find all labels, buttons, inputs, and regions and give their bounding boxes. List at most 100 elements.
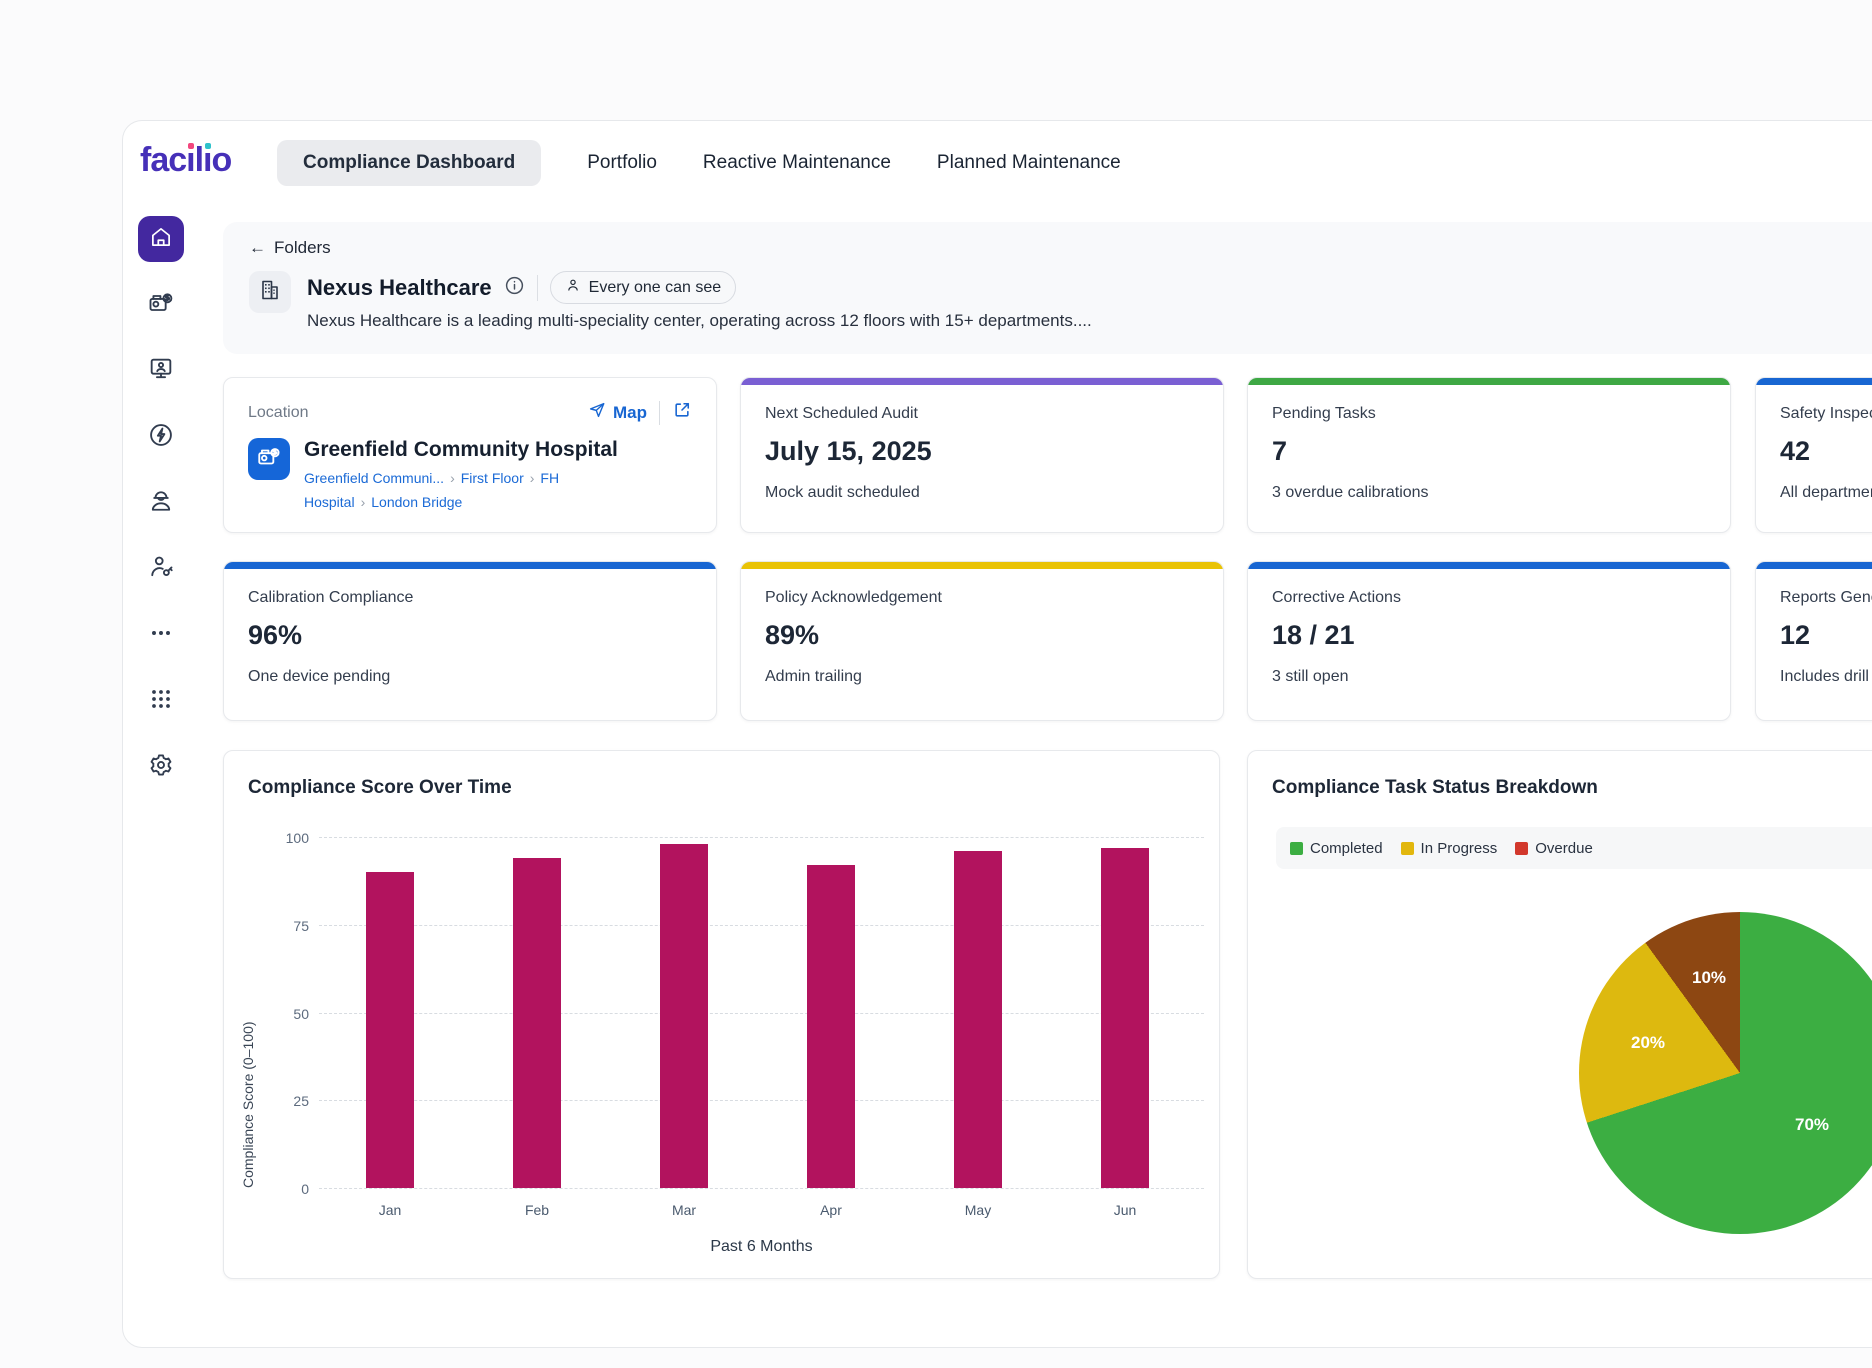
location-card: Location Map Greenfield Community Hospit… bbox=[223, 377, 717, 533]
sidebar-item-kiosk[interactable] bbox=[138, 348, 184, 394]
card-accent bbox=[741, 378, 1223, 385]
map-link[interactable]: Map bbox=[588, 401, 647, 424]
sidebar-item-energy[interactable] bbox=[138, 414, 184, 460]
chevron-right-icon: › bbox=[530, 470, 535, 486]
tab-planned-maintenance[interactable]: Planned Maintenance bbox=[937, 152, 1121, 174]
location-name: Greenfield Community Hospital bbox=[304, 438, 644, 462]
gridline: 100 bbox=[319, 837, 1204, 838]
divider bbox=[659, 401, 660, 425]
card-accent bbox=[1248, 378, 1730, 385]
bar-apr[interactable] bbox=[807, 865, 855, 1188]
stat-label: Pending Tasks bbox=[1272, 405, 1706, 423]
pie-slice-label-in-progress: 20% bbox=[1631, 1033, 1665, 1053]
x-tick: Mar bbox=[644, 1202, 724, 1218]
chart-title: Compliance Task Status Breakdown bbox=[1272, 777, 1598, 799]
kiosk-icon bbox=[147, 355, 175, 388]
stat-card-policy-acknowledgement: Policy Acknowledgement 89% Admin trailin… bbox=[740, 561, 1224, 721]
logo-text-o: o bbox=[212, 141, 232, 179]
stat-subtext: Includes drill reports bbox=[1780, 668, 1872, 686]
card-accent bbox=[224, 562, 716, 569]
stat-card-reports-generated: Reports Generated 12 Includes drill repo… bbox=[1755, 561, 1872, 721]
breadcrumb-item[interactable]: First Floor bbox=[461, 470, 524, 486]
stat-value: 18 / 21 bbox=[1272, 620, 1706, 651]
logo-text-prefix: fac bbox=[140, 141, 186, 179]
legend-swatch-completed bbox=[1290, 842, 1303, 855]
bar-mar[interactable] bbox=[660, 844, 708, 1188]
chart-legend: Completed In Progress Overdue bbox=[1276, 827, 1872, 869]
bar-may[interactable] bbox=[954, 851, 1002, 1188]
x-tick: Apr bbox=[791, 1202, 871, 1218]
back-arrow-icon: ← bbox=[249, 238, 266, 258]
visibility-badge-label: Every one can see bbox=[589, 279, 722, 297]
legend-label: Completed bbox=[1310, 840, 1383, 857]
y-tick: 0 bbox=[261, 1181, 309, 1197]
screen: facılıo Compliance Dashboard Portfolio R… bbox=[0, 0, 1872, 1368]
gridline: 75 bbox=[319, 925, 1204, 926]
stat-value: 42 bbox=[1780, 436, 1872, 467]
map-link-label: Map bbox=[613, 403, 647, 423]
legend-item-in-progress[interactable]: In Progress bbox=[1401, 840, 1498, 857]
x-axis-label: Past 6 Months bbox=[319, 1238, 1204, 1256]
tab-portfolio[interactable]: Portfolio bbox=[587, 152, 657, 174]
more-icon bbox=[147, 619, 175, 652]
sidebar-item-apps[interactable] bbox=[138, 678, 184, 724]
facilio-logo: facılıo bbox=[140, 141, 231, 180]
top-navigation: Compliance Dashboard Portfolio Reactive … bbox=[277, 140, 1121, 186]
stat-card-safety-inspections: Safety Inspections 42 All departments bbox=[1755, 377, 1872, 533]
stat-subtext: Admin trailing bbox=[765, 668, 1199, 686]
logo-i-teal: ı bbox=[203, 141, 211, 179]
stat-card-calibration-compliance: Calibration Compliance 96% One device pe… bbox=[223, 561, 717, 721]
stat-value: 12 bbox=[1780, 620, 1872, 651]
logo-dot-teal bbox=[205, 143, 211, 149]
chevron-right-icon: › bbox=[361, 494, 366, 510]
stat-card-next-audit: Next Scheduled Audit July 15, 2025 Mock … bbox=[740, 377, 1224, 533]
sidebar-item-workforce[interactable] bbox=[138, 480, 184, 526]
bar-jun[interactable] bbox=[1101, 848, 1149, 1188]
asset-finance-icon bbox=[256, 444, 282, 475]
legend-item-completed[interactable]: Completed bbox=[1290, 840, 1383, 857]
energy-icon bbox=[147, 421, 175, 454]
bar-feb[interactable] bbox=[513, 858, 561, 1188]
y-tick: 100 bbox=[261, 830, 309, 846]
back-label: Folders bbox=[274, 238, 331, 258]
building-icon bbox=[258, 278, 282, 307]
apps-grid-icon bbox=[147, 685, 175, 718]
stat-subtext: One device pending bbox=[248, 668, 692, 686]
breadcrumb-item[interactable]: Greenfield Communi... bbox=[304, 470, 444, 486]
back-to-folders[interactable]: ← Folders bbox=[249, 238, 1846, 258]
chevron-right-icon: › bbox=[450, 470, 455, 486]
sidebar-item-more[interactable] bbox=[138, 612, 184, 658]
x-tick: Jun bbox=[1085, 1202, 1165, 1218]
card-accent bbox=[1756, 562, 1872, 569]
sidebar-item-technician[interactable] bbox=[138, 546, 184, 592]
info-icon[interactable] bbox=[504, 275, 525, 301]
task-status-chart-card: Compliance Task Status Breakdown Complet… bbox=[1247, 750, 1872, 1279]
external-link-icon[interactable] bbox=[672, 400, 692, 425]
logo-i-pink: ı bbox=[186, 141, 194, 179]
task-status-pie[interactable]: 70% 20% 10% bbox=[1579, 912, 1872, 1234]
stat-card-corrective-actions: Corrective Actions 18 / 21 3 still open bbox=[1247, 561, 1731, 721]
stat-label: Safety Inspections bbox=[1780, 405, 1872, 423]
pie-slice-label-completed: 70% bbox=[1795, 1115, 1829, 1135]
card-accent bbox=[1756, 378, 1872, 385]
stat-label: Policy Acknowledgement bbox=[765, 589, 1199, 607]
bar-jan[interactable] bbox=[366, 872, 414, 1188]
sidebar-item-settings[interactable] bbox=[138, 744, 184, 790]
person-icon bbox=[565, 277, 581, 298]
tab-reactive-maintenance[interactable]: Reactive Maintenance bbox=[703, 152, 891, 174]
tab-compliance-dashboard[interactable]: Compliance Dashboard bbox=[277, 140, 541, 186]
stat-subtext: 3 still open bbox=[1272, 668, 1706, 686]
location-label: Location bbox=[248, 404, 309, 422]
legend-item-overdue[interactable]: Overdue bbox=[1515, 840, 1593, 857]
chart-title: Compliance Score Over Time bbox=[248, 777, 512, 799]
y-tick: 75 bbox=[261, 918, 309, 934]
stat-label: Next Scheduled Audit bbox=[765, 405, 1199, 423]
asset-finance-icon bbox=[147, 289, 175, 322]
gridline: 50 bbox=[319, 1013, 1204, 1014]
sidebar-item-asset-finance[interactable] bbox=[138, 282, 184, 328]
sidebar-item-home[interactable] bbox=[138, 216, 184, 262]
card-accent bbox=[1248, 562, 1730, 569]
logo-text-l: l bbox=[195, 141, 203, 179]
visibility-badge[interactable]: Every one can see bbox=[550, 271, 737, 304]
breadcrumb-item[interactable]: London Bridge bbox=[371, 494, 462, 510]
